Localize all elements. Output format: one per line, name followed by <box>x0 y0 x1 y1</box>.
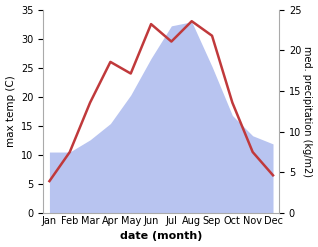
X-axis label: date (month): date (month) <box>120 231 203 242</box>
Y-axis label: max temp (C): max temp (C) <box>5 75 16 147</box>
Y-axis label: med. precipitation (kg/m2): med. precipitation (kg/m2) <box>302 46 313 177</box>
